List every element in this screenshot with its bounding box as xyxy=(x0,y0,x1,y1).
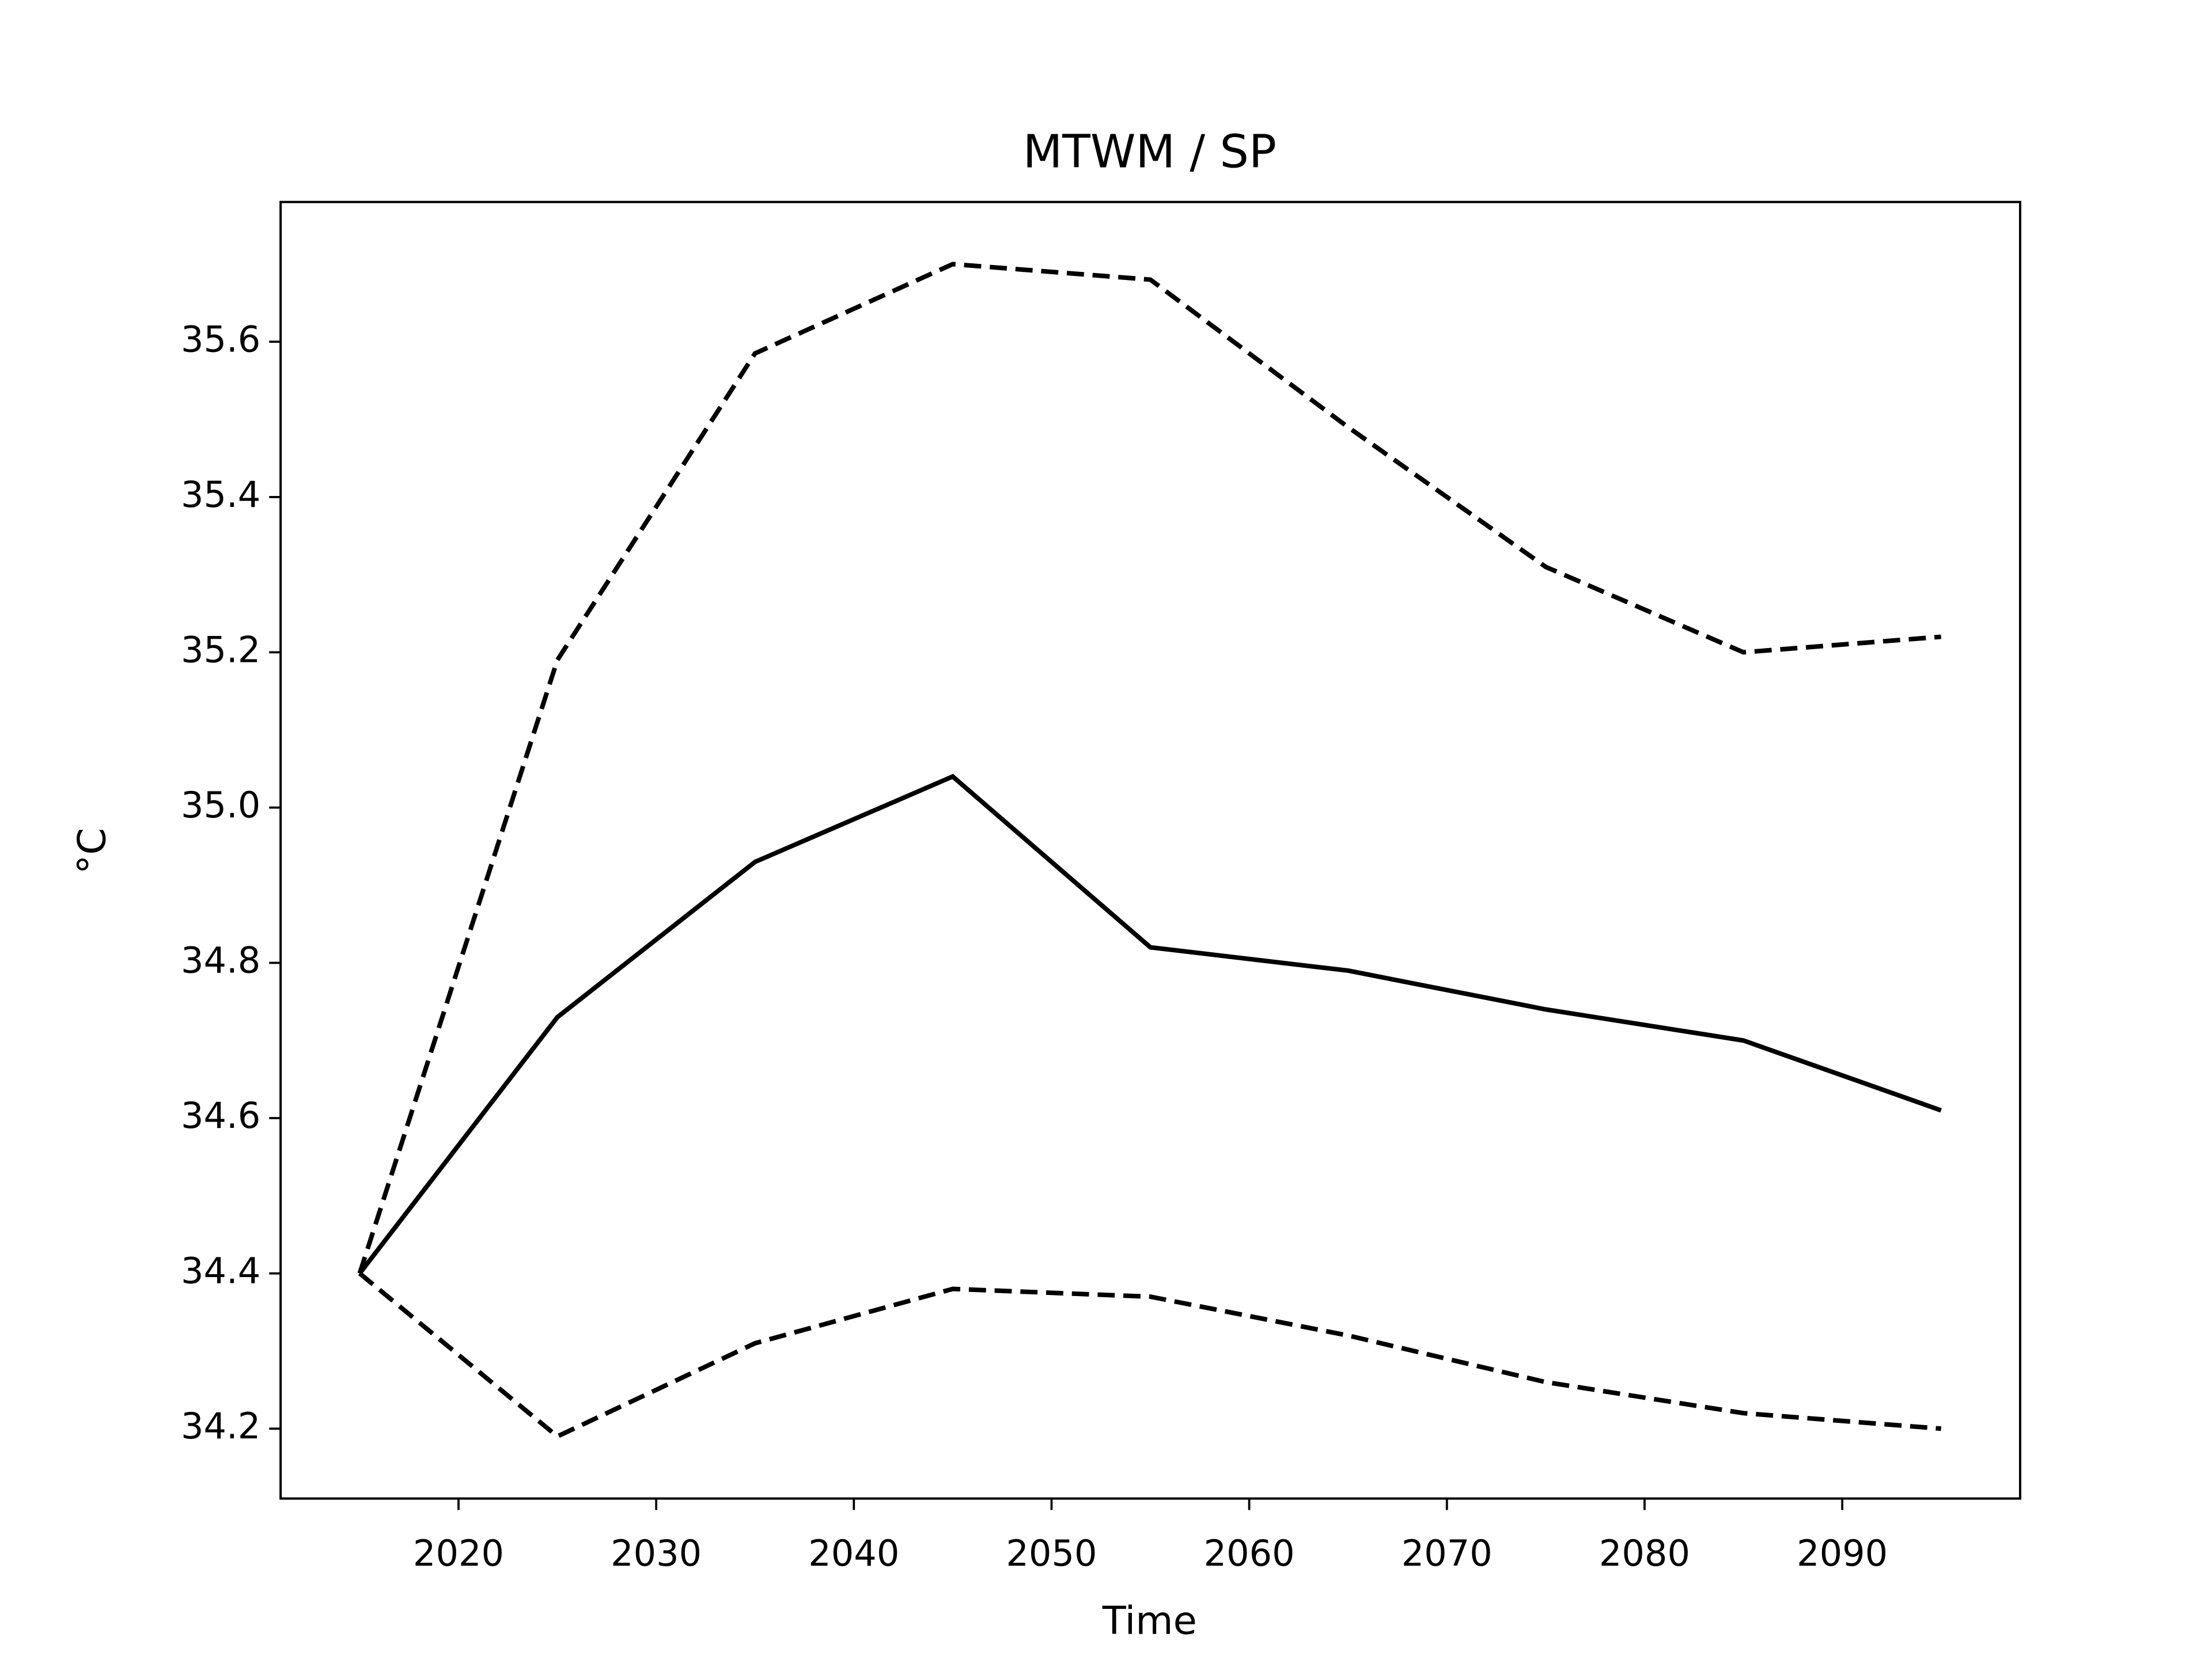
y-tick-label: 34.6 xyxy=(181,1094,260,1137)
x-tick-label: 2050 xyxy=(1006,1532,1097,1574)
line-series xyxy=(358,774,1942,1275)
line-series xyxy=(358,1271,1941,1440)
y-tick-label: 35.6 xyxy=(181,318,260,360)
x-tick-label: 2030 xyxy=(611,1532,702,1574)
chart-title: MTWM / SP xyxy=(1023,125,1277,179)
y-tick-label: 35.2 xyxy=(181,628,260,671)
y-axis-label: °C xyxy=(70,828,115,874)
x-tick-label: 2070 xyxy=(1402,1532,1493,1574)
x-axis-label: Time xyxy=(1102,1598,1197,1643)
x-tick-label: 2080 xyxy=(1599,1532,1690,1574)
y-tick-label: 35.0 xyxy=(181,784,260,826)
y-tick-label: 35.4 xyxy=(181,474,260,516)
x-tick-label: 2060 xyxy=(1204,1532,1295,1574)
y-tick-label: 34.8 xyxy=(181,940,260,982)
y-tick-label: 34.2 xyxy=(181,1405,260,1447)
plot-frame xyxy=(279,200,2021,1500)
x-tick-label: 2040 xyxy=(808,1532,899,1574)
x-tick-label: 2020 xyxy=(413,1532,504,1574)
line-series xyxy=(357,262,1941,1274)
x-tick-label: 2090 xyxy=(1797,1532,1888,1574)
y-tick-label: 34.4 xyxy=(181,1250,260,1292)
